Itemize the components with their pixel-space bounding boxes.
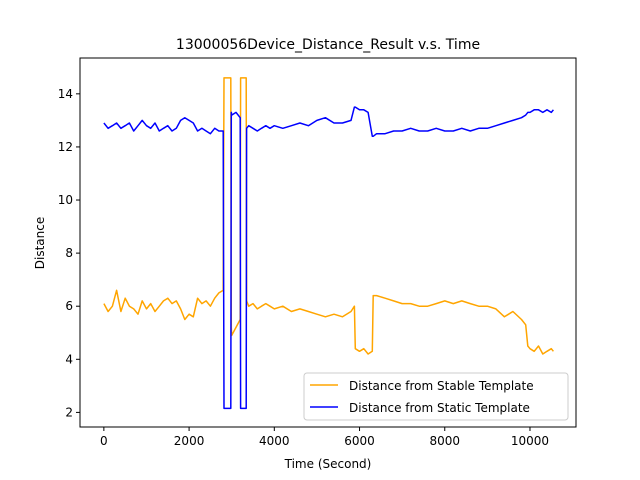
x-tick-label: 4000 [259, 434, 290, 448]
x-tick-label: 0 [100, 434, 108, 448]
y-tick-label: 4 [65, 352, 73, 366]
y-tick-label: 12 [58, 140, 73, 154]
series-line-1 [103, 106, 554, 410]
y-tick-label: 2 [65, 405, 73, 419]
y-tick-label: 8 [65, 246, 73, 260]
x-tick-label: 8000 [429, 434, 460, 448]
x-tick-label: 6000 [344, 434, 375, 448]
y-axis: 2 4 6 8 10 12 14 [58, 87, 80, 419]
legend-label-stable: Distance from Stable Template [349, 379, 534, 393]
x-axis-label: Time (Second) [284, 457, 372, 471]
chart-title: 13000056Device_Distance_Result v.s. Time [176, 37, 480, 53]
x-axis: 0 2000 4000 6000 8000 10000 [100, 427, 549, 448]
series-line-0 [103, 77, 554, 355]
plot-frame [79, 57, 577, 428]
legend-label-static: Distance from Static Template [349, 401, 530, 415]
legend: Distance from Stable Template Distance f… [303, 372, 569, 421]
y-axis-label: Distance [33, 217, 47, 269]
y-tick-label: 14 [58, 87, 73, 101]
y-tick-label: 6 [65, 299, 73, 313]
x-tick-label: 10000 [511, 434, 549, 448]
y-tick-label: 10 [58, 193, 73, 207]
legend-box [303, 372, 569, 421]
x-tick-label: 2000 [174, 434, 205, 448]
plot-lines [103, 77, 554, 410]
